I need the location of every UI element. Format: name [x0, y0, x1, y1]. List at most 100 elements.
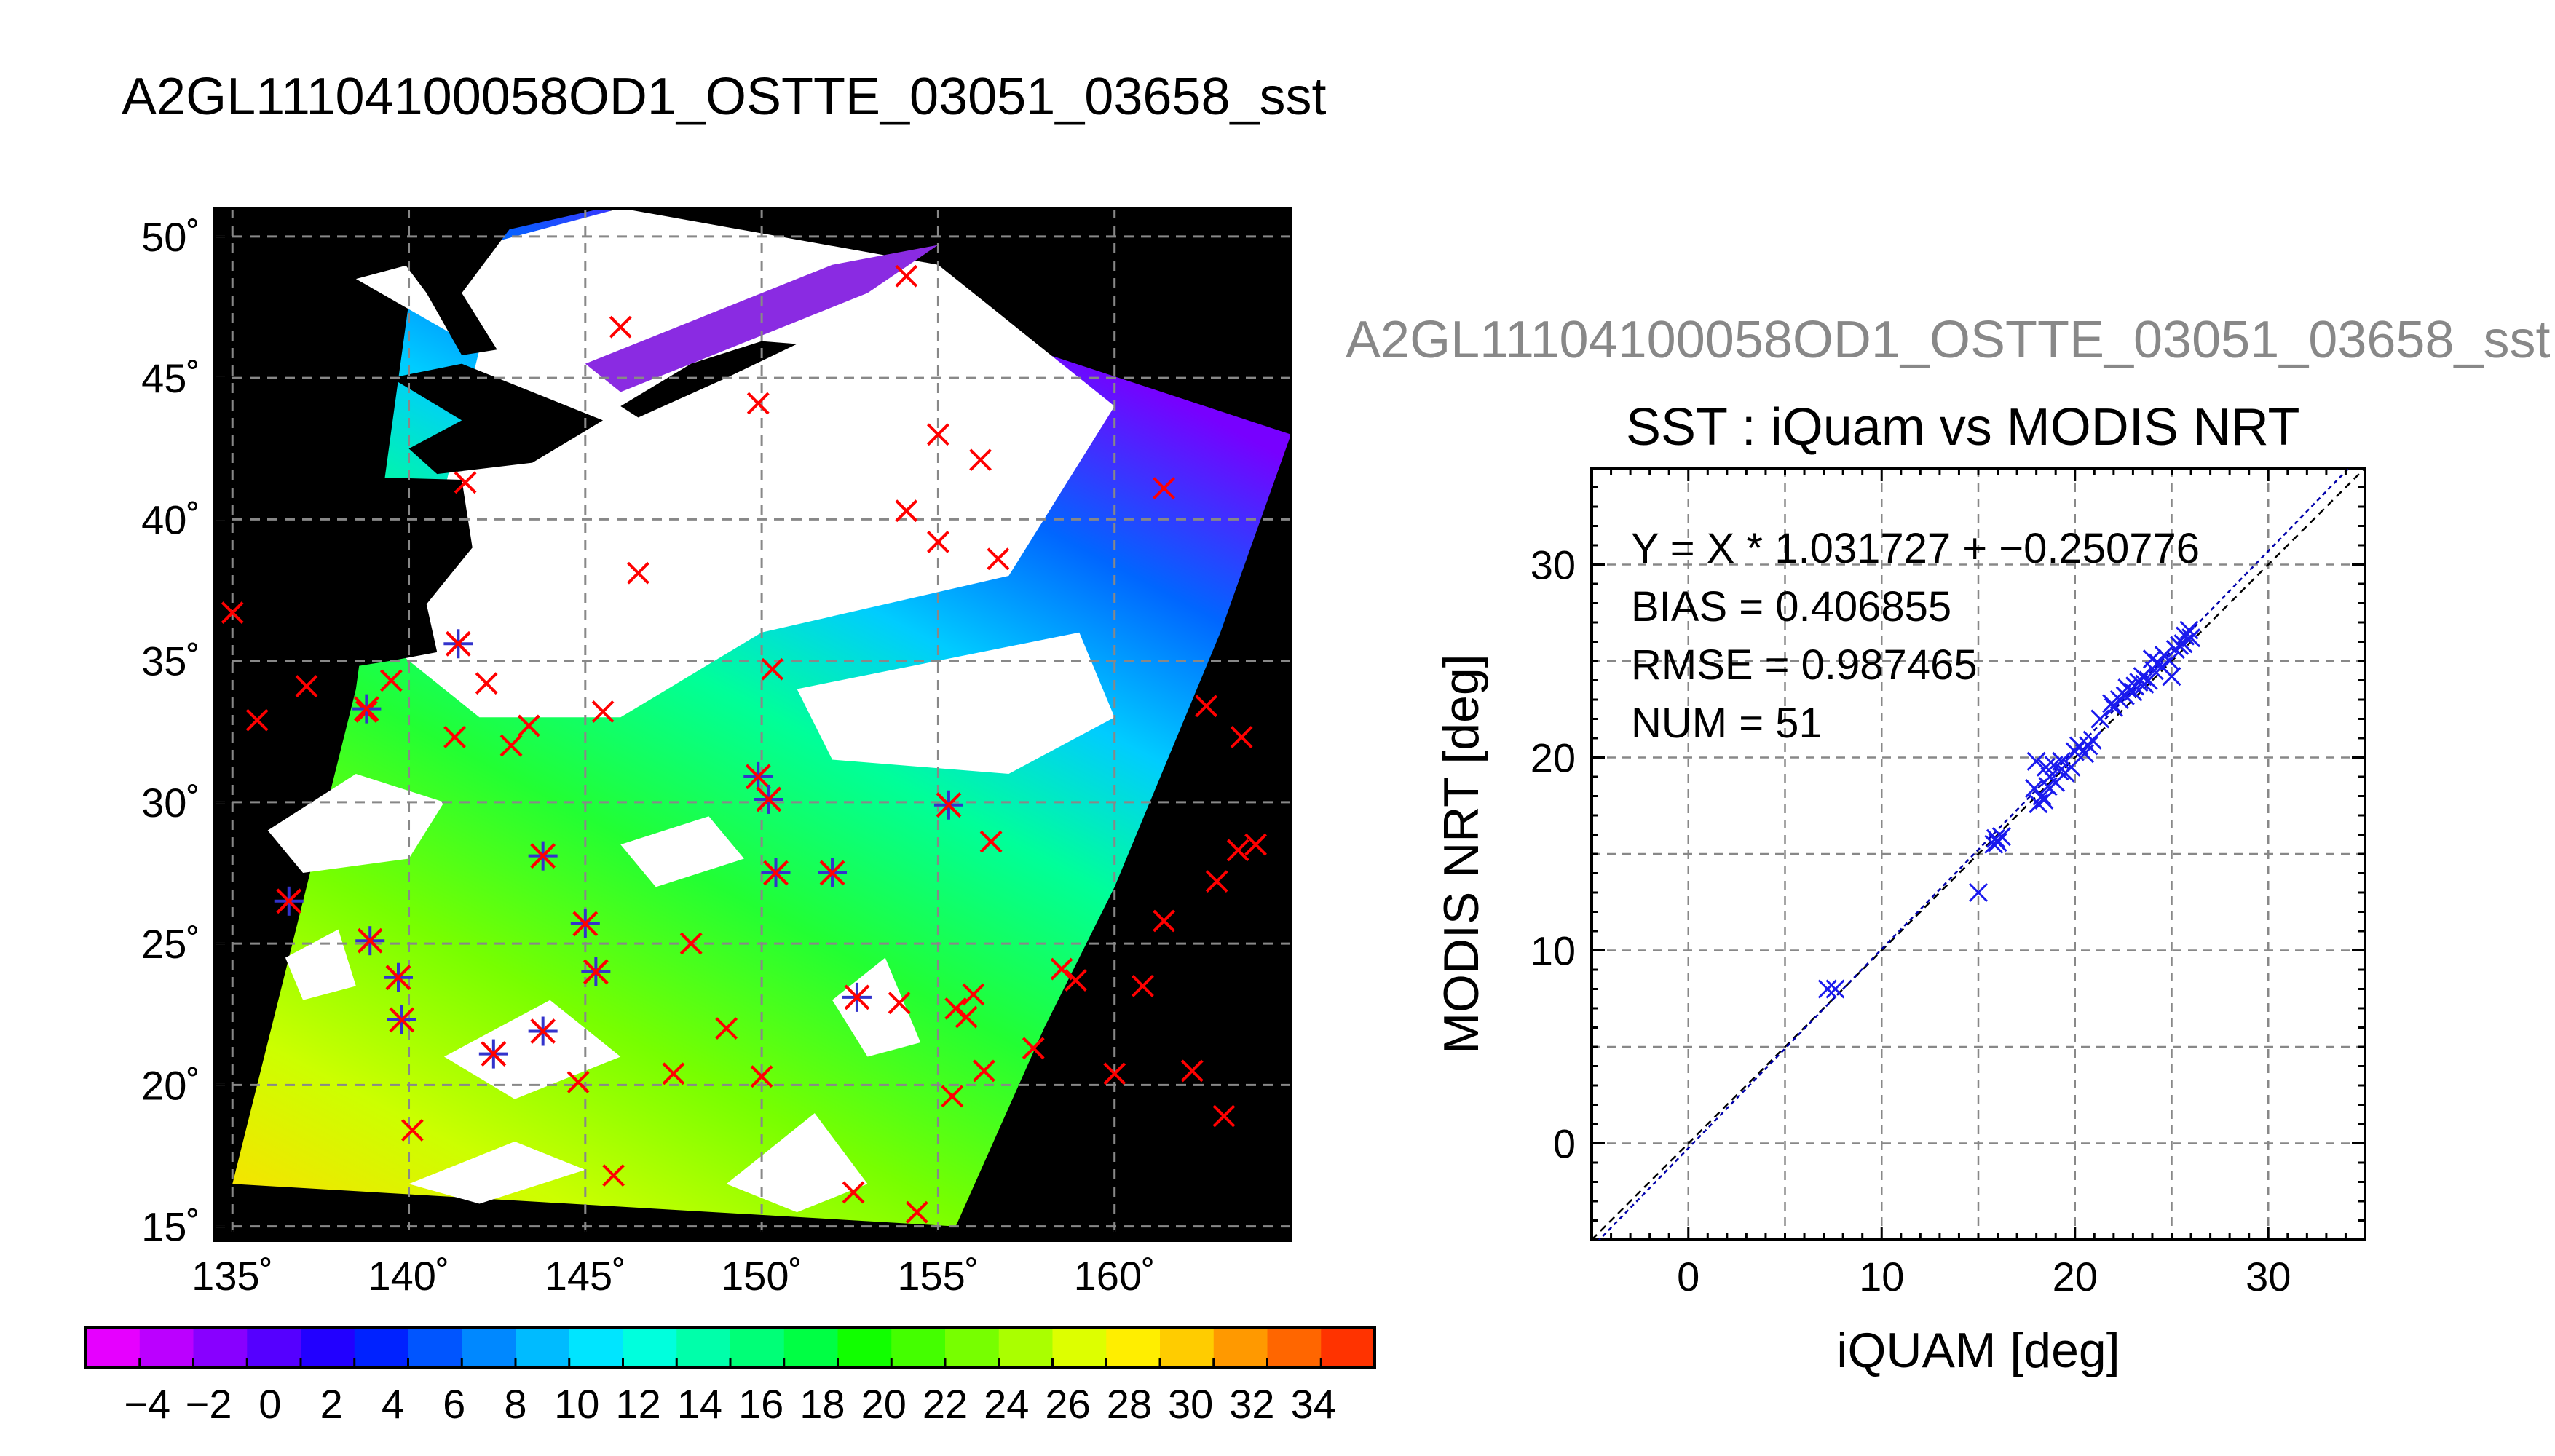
cloud-patch [443, 1000, 621, 1099]
iquam-marker [955, 1005, 978, 1029]
iquam-marker-b [1153, 477, 1175, 500]
matched-marker-x [936, 792, 962, 818]
colorbar-label: 30 [1168, 1381, 1213, 1427]
iquam-marker-b [969, 448, 992, 472]
colorbar-segment [1052, 1328, 1107, 1367]
colorbar-label: −2 [186, 1381, 232, 1427]
map-frame [213, 207, 1292, 1242]
scatter-point [1968, 882, 1989, 903]
colorbar-segment [516, 1328, 570, 1367]
iquam-marker-b [1244, 833, 1267, 856]
scatter-title: SST : iQuam vs MODIS NRT [1626, 398, 2300, 456]
matched-marker [528, 841, 558, 871]
iquam-marker [1195, 695, 1218, 718]
matched-marker-x-b [936, 792, 962, 818]
cloud-patch [355, 208, 1115, 718]
colorbar-label: 6 [443, 1381, 465, 1427]
scatter-point-b [2026, 751, 2046, 771]
iquam-marker [221, 601, 244, 624]
iquam-marker-b [941, 1085, 964, 1108]
colorbar-label: 22 [923, 1381, 968, 1427]
scatter-point-b [2090, 709, 2110, 729]
scatter-point-b [2173, 634, 2193, 654]
colorbar-label: 8 [504, 1381, 526, 1427]
colorbar-segment [783, 1328, 838, 1367]
colorbar-segment [891, 1328, 946, 1367]
iquam-marker [1153, 477, 1175, 500]
matched-marker [352, 694, 382, 724]
iquam-marker-b [1132, 974, 1154, 997]
iquam-marker-b [750, 1065, 773, 1088]
scatter-point [2079, 736, 2098, 756]
iquam-marker-b [746, 392, 770, 415]
iquam-marker [1132, 974, 1154, 997]
matched-marker-x-b [583, 959, 609, 985]
scatter-point-b [2109, 689, 2129, 710]
matched-marker-x [756, 786, 782, 812]
map-xtick-label: 140˚ [368, 1253, 449, 1299]
iquam-marker [591, 700, 615, 723]
scatter-point-b [2052, 751, 2072, 771]
map-ytick-label: 45˚ [141, 355, 200, 401]
matched-marker-x-b [481, 1041, 507, 1067]
matched-marker-x [481, 1041, 507, 1067]
scatter-xtick-label: 20 [2053, 1254, 2098, 1299]
scatter-point [2024, 778, 2045, 798]
matched-marker-x [357, 927, 383, 954]
matched-marker [743, 761, 773, 791]
scatter-point-b [2079, 736, 2098, 756]
iquam-marker [379, 669, 403, 692]
scatter-x-label: iQUAM [deg] [1836, 1323, 2120, 1378]
colorbar-label: 28 [1107, 1381, 1152, 1427]
colorbar-segment [998, 1328, 1053, 1367]
iquam-marker-b [295, 675, 318, 697]
iquam-marker-b [602, 1164, 625, 1187]
scatter-xtick-label: 30 [2246, 1254, 2291, 1299]
iquam-marker-b [761, 657, 784, 681]
scatter-point [1825, 979, 1845, 999]
scatter-point-b [2036, 757, 2056, 777]
map-xtick-label: 145˚ [545, 1253, 626, 1299]
colorbar-label: 24 [984, 1381, 1029, 1427]
scatter-point-b [2065, 742, 2085, 761]
iquam-marker [1180, 1059, 1204, 1083]
matched-marker-x [844, 984, 870, 1010]
scatter-point [2142, 649, 2163, 669]
colorbar-segment [1213, 1328, 1268, 1367]
iquam-marker-b [221, 601, 244, 624]
scatter-point [2034, 790, 2054, 810]
iquam-marker-b [842, 1181, 865, 1204]
scatter-point [2179, 620, 2199, 640]
scatter-plot: 0 10 20 30 0 10 20 30 Y = X * 1.031727 + −0.250… [1434, 467, 2366, 1378]
scatter-xtick-label: 10 [1859, 1254, 1904, 1299]
scatter-point [2104, 697, 2123, 717]
matched-marker-x [819, 860, 845, 886]
scatter-point-b [2181, 628, 2201, 648]
matched-marker-x [276, 888, 302, 914]
iquam-marker-b [987, 547, 1010, 571]
matched-marker-x-b [844, 984, 870, 1010]
iquam-marker [443, 726, 466, 748]
scatter-point-b [2176, 626, 2195, 646]
colorbar-segment [1321, 1328, 1375, 1367]
matched-marker-x-b [276, 888, 302, 914]
matched-marker [355, 926, 385, 956]
colorbar-segment [86, 1328, 141, 1367]
land-shape [303, 477, 473, 676]
map-grid [215, 208, 1291, 1241]
map-xtick-label: 150˚ [721, 1253, 802, 1299]
matched-marker-x [385, 965, 411, 991]
iquam-marker [662, 1062, 685, 1085]
colorbar-segment [730, 1328, 785, 1367]
colorbar-label: 0 [258, 1381, 281, 1427]
iquam-marker-b [1205, 870, 1228, 893]
scatter-point-b [2160, 651, 2179, 671]
iquam-marker-b [1064, 969, 1087, 992]
colorbar-label: 4 [382, 1381, 404, 1427]
scatter-point [2160, 651, 2179, 671]
scatter-point-b [1986, 828, 2005, 848]
matched-marker-x-b [357, 927, 383, 954]
map-markers [221, 264, 1267, 1224]
iquam-marker [969, 448, 992, 472]
